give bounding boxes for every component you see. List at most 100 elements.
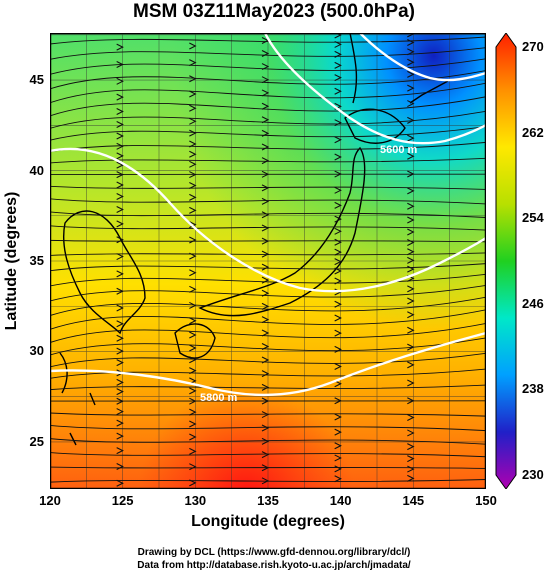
wind-arrow [189,117,197,125]
wind-arrow [334,258,342,266]
contour-label-5800: 5800 m [200,392,238,404]
x-axis-label: Longitude (degrees) [191,513,345,530]
wind-arrow [189,408,197,416]
wind-arrow [407,326,415,334]
streamline [50,96,486,117]
colorbar-tick-label: 238 [522,381,544,397]
wind-arrow [116,304,124,312]
wind-arrow [116,359,124,367]
wind-arrow [334,87,342,95]
wind-arrow [261,424,270,432]
wind-arrow [189,331,197,339]
wind-arrow [261,383,270,391]
streamline [50,82,486,104]
wind-arrow [334,170,342,178]
wind-arrow [189,433,197,441]
wind-arrow [116,253,124,261]
wind-arrow [334,428,342,436]
wind-arrow [407,39,415,46]
wind-arrow [261,397,270,405]
wind-arrow [116,132,124,140]
wind-arrow [407,285,415,293]
wind-arrow [334,465,342,473]
wind-arrow [261,370,270,378]
wind-arrow [334,153,342,161]
wind-arrow [116,142,124,150]
wind-arrow [334,201,342,209]
colorbar-tick-label: 254 [522,210,544,226]
streamline [50,296,486,316]
wind-arrow [189,206,197,214]
wind-arrow [407,238,415,246]
wind-arrow [189,193,197,201]
wind-arrow [116,388,124,396]
wind-arrow [189,463,197,471]
y-tick-label: 25 [29,433,44,449]
map-title: MSM 03Z11May2023 (500.0hPa) [133,1,415,22]
height-contours [50,33,486,397]
wind-arrow [334,362,342,370]
wind-arrow [334,40,342,48]
streamline [50,368,486,379]
wind-arrow [261,50,270,57]
wind-arrow [116,432,124,440]
streamline [50,126,486,141]
wind-arrow [407,361,415,369]
x-tick-label: 120 [39,493,61,508]
colorbar-bar [495,33,517,489]
streamline [50,384,486,391]
streamline [50,141,486,153]
wind-arrow [189,317,197,325]
wind-arrow [334,227,342,235]
wind-arrow [407,397,415,405]
wind-arrow [334,248,342,256]
wind-arrow [261,237,270,245]
wind-arrow [407,256,415,264]
wind-arrow [116,192,124,200]
wind-arrow [116,479,124,487]
wind-arrow [116,43,124,51]
wind-arrow [261,302,270,310]
colorbar-tick-label: 230 [522,467,544,482]
wind-arrow [334,50,342,58]
wind-arrow [116,236,124,244]
wind-arrow [189,420,197,428]
wind-arrow [261,451,270,459]
coastline-honshu [198,146,366,317]
temperature-wind-map: 5800 m 5600 m [50,33,486,489]
wind-arrow [334,329,342,337]
wind-arrow [189,150,197,158]
wind-arrow [261,289,270,297]
map-gridlines [50,33,486,489]
wind-arrow [261,170,270,178]
colorbar [495,33,517,489]
wind-arrow [407,134,415,142]
wind-arrow [261,276,270,284]
wind-arrow [116,171,124,179]
colorbar-tick-label: 246 [522,295,544,311]
wind-arrow [261,197,270,205]
wind-arrow [334,215,342,223]
wind-arrow [261,224,270,232]
x-tick-label: 125 [111,493,134,508]
wind-arrow [334,238,342,246]
wind-arrow [407,187,415,195]
wind-arrow [261,250,270,258]
wind-arrow [407,202,415,210]
wind-arrow [261,129,270,137]
wind-arrow [407,311,415,319]
wind-arrow [261,477,270,485]
streamline [50,185,486,190]
streamline [50,225,486,231]
wind-arrow [407,170,415,178]
wind-arrow [189,181,197,189]
wind-arrow [407,297,415,305]
wind-arrow [189,397,197,405]
wind-arrow [407,474,415,482]
wind-arrow [116,270,124,278]
y-tick-label: 40 [29,162,44,178]
wind-arrow [334,136,342,144]
wind-arrow [261,464,270,472]
wind-arrow [116,93,124,101]
streamline [50,412,486,417]
